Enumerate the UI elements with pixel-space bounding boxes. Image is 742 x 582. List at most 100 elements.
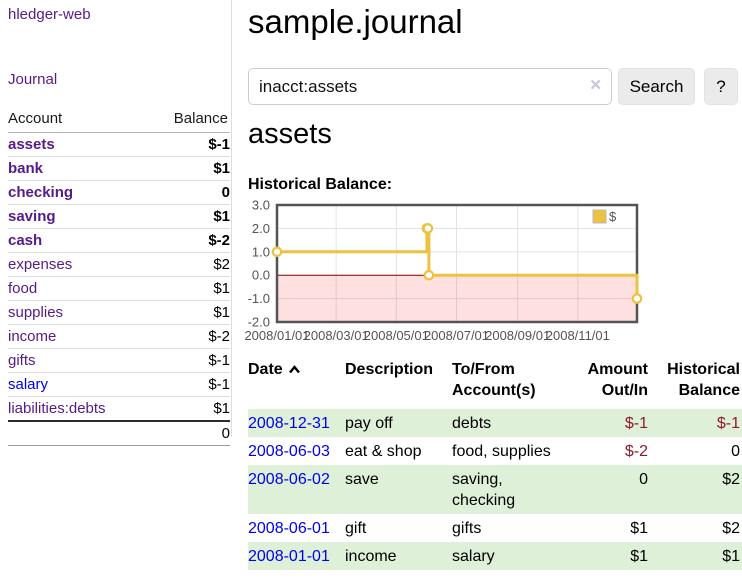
account-balance: 0 [148,180,230,205]
register-header-date[interactable]: Date [248,357,345,409]
account-link-bank[interactable]: bank [8,156,149,181]
transaction-description: pay off [345,409,452,437]
clear-search-icon[interactable]: ✕ [589,77,602,94]
account-row: gifts $-1 [8,348,230,373]
accounts-header-row: Account Balance [8,100,230,133]
svg-text:2008/09/01: 2008/09/01 [485,328,550,343]
transaction-date-link[interactable]: 2008-12-31 [248,409,345,437]
account-balance: $-2 [148,324,230,349]
accounts-header-balance: Balance [148,100,230,133]
svg-text:2008/07/01: 2008/07/01 [424,328,489,343]
account-row: supplies $1 [8,300,230,325]
transaction-description: save [345,465,452,514]
svg-text:-2.0: -2.0 [248,315,270,330]
register-row: 2008-06-03 eat & shop food, supplies $-2… [248,437,742,465]
transaction-balance: $2 [722,520,740,537]
account-row: checking 0 [8,180,230,205]
accounts-total-row: 0 [8,420,230,446]
account-link-liabilities-debts[interactable]: liabilities:debts [8,400,106,417]
help-button[interactable]: ? [704,68,738,105]
register-header-amount: Amount Out/In [587,361,648,399]
sidebar-item-journal[interactable]: Journal [8,71,58,88]
register-table: Date Description To/From Account(s) Amou… [248,357,742,570]
accounts-header-account: Account [8,100,149,133]
account-row: saving $1 [8,204,230,229]
page-title: sample.journal [248,3,463,40]
accounts-table: Account Balance assets $-1 bank $1 check… [8,100,230,446]
account-row: cash $-2 [8,228,230,253]
account-row: bank $1 [8,156,230,181]
transaction-amount: $-1 [568,409,650,437]
search-button[interactable]: Search [618,68,695,105]
transaction-date-link[interactable]: 2008-06-03 [248,443,330,460]
account-row: income $-2 [8,324,230,349]
transaction-accounts: debts [452,409,568,437]
account-link-gifts[interactable]: gifts [8,348,149,373]
transaction-amount: $1 [568,542,650,570]
transaction-description: gift [345,520,367,537]
transaction-balance: $-1 [650,409,742,437]
account-heading: assets [248,118,332,150]
register-header-accounts: To/From Account(s) [452,361,536,399]
account-balance: $-1 [148,132,230,157]
transaction-description: eat & shop [345,443,422,460]
transaction-accounts: gifts [452,520,482,537]
account-balance: $1 [148,276,230,301]
register-row: 2008-12-31 pay off debts $-1 $-1 [248,409,742,437]
transaction-balance: 0 [731,443,740,460]
svg-text:0.0: 0.0 [252,268,270,283]
register-header-row: Date Description To/From Account(s) Amou… [248,357,742,409]
svg-text:2008/01/01: 2008/01/01 [244,328,309,343]
transaction-amount: 0 [568,465,650,514]
account-link-checking[interactable]: checking [8,180,149,205]
account-link-food[interactable]: food [8,276,149,301]
account-link-income[interactable]: income [8,324,149,349]
transaction-amount: $1 [630,520,648,537]
account-balance: $-2 [148,228,230,253]
account-balance: $1 [213,400,230,417]
transaction-date-link[interactable]: 2008-01-01 [248,542,345,570]
register-header-description: Description [345,361,434,378]
svg-text:3.0: 3.0 [252,199,270,213]
transaction-amount: $-2 [624,443,648,460]
legend-swatch [592,209,607,224]
transaction-accounts: saving, checking [452,465,568,514]
account-balance: $-1 [148,372,230,397]
account-link-saving[interactable]: saving [8,204,149,229]
svg-text:-1.0: -1.0 [248,291,270,306]
account-link-supplies[interactable]: supplies [8,300,149,325]
transaction-date-link[interactable]: 2008-06-02 [248,465,345,514]
app-brand-link[interactable]: hledger-web [8,6,91,23]
legend-label: $ [609,209,617,224]
account-link-cash[interactable]: cash [8,228,149,253]
account-balance: $-1 [148,348,230,373]
svg-text:2.0: 2.0 [252,221,270,236]
register-row: 2008-06-01 gift gifts $1 $2 [248,514,742,542]
svg-text:2008/11/01: 2008/11/01 [546,328,610,343]
account-link-salary[interactable]: salary [8,372,149,397]
transaction-description: income [345,542,452,570]
transaction-accounts: food, supplies [452,443,551,460]
search-form: ✕ Search ? [248,68,742,105]
transaction-balance: $1 [650,542,742,570]
account-balance: $2 [148,252,230,277]
register-row: 2008-01-01 income salary $1 $1 [248,542,742,570]
register-header-balance: Historical Balance [667,361,740,399]
account-row: expenses $2 [8,252,230,277]
svg-text:2008/03/01: 2008/03/01 [304,328,369,343]
chart-title: Historical Balance: [248,176,393,193]
account-row: assets $-1 [8,132,230,157]
accounts-total-spacer [8,420,149,446]
main-content: sample.journal ✕ Search ? assets Histori… [244,0,742,582]
transaction-date-link[interactable]: 2008-06-01 [248,520,330,537]
account-row: food $1 [8,276,230,301]
chevron-up-icon [288,365,300,374]
sidebar: hledger-web Journal Account Balance asse… [0,0,232,446]
account-link-expenses[interactable]: expenses [8,252,149,277]
account-balance: $1 [148,300,230,325]
account-link-assets[interactable]: assets [8,132,149,157]
search-input[interactable] [248,68,612,105]
register-row: 2008-06-02 save saving, checking 0 $2 [248,465,742,514]
svg-text:1.0: 1.0 [252,244,270,259]
